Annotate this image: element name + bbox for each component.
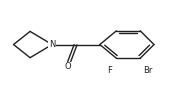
- Text: F: F: [107, 66, 112, 75]
- Text: N: N: [49, 40, 55, 49]
- Text: Br: Br: [143, 66, 152, 75]
- Text: O: O: [64, 62, 71, 71]
